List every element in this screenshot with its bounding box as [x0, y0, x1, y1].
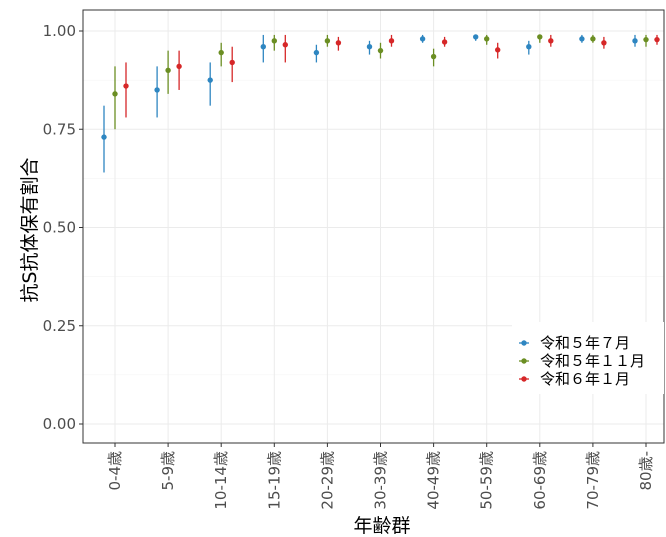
data-marks — [101, 34, 660, 173]
data-point — [654, 36, 660, 43]
y-tick-label: 0.50 — [43, 219, 76, 237]
data-point — [632, 38, 638, 44]
data-point — [165, 67, 171, 74]
data-point — [112, 91, 118, 97]
legend-label: 令和５年７月 — [540, 334, 630, 352]
data-point — [366, 44, 373, 50]
data-point — [282, 42, 288, 48]
data-point — [377, 47, 384, 54]
data-point — [430, 53, 437, 60]
data-point — [229, 59, 235, 66]
x-tick-label: 0-4歳 — [106, 451, 124, 491]
data-point — [324, 38, 331, 44]
data-point — [218, 49, 224, 56]
data-point — [207, 77, 213, 83]
x-tick-label: 20-29歳 — [318, 451, 336, 510]
y-tick-label: 0.25 — [43, 317, 76, 335]
x-tick-label: 15-19歳 — [265, 451, 283, 510]
data-point — [526, 44, 532, 50]
x-tick-label: 40-49歳 — [425, 451, 443, 510]
y-tick-label: 1.00 — [43, 22, 76, 40]
legend-background — [512, 322, 664, 394]
data-point — [579, 36, 585, 42]
data-point — [313, 49, 320, 56]
data-point — [260, 44, 266, 50]
x-tick-label: 30-39歳 — [372, 451, 390, 510]
y-tick-label: 0.75 — [43, 120, 76, 138]
data-point — [101, 134, 107, 140]
data-point — [123, 83, 129, 89]
legend-key-point — [521, 358, 527, 364]
legend-key-point — [521, 376, 527, 382]
data-point — [441, 39, 448, 45]
x-tick-label: 80歳- — [637, 451, 655, 491]
data-point — [154, 87, 160, 93]
y-tick-label: 0.00 — [43, 415, 76, 433]
y-axis-title: 抗S抗体保有割合 — [19, 157, 41, 302]
x-tick-label: 10-14歳 — [212, 451, 230, 510]
data-point — [335, 40, 342, 46]
plot-panel-border — [82, 9, 665, 444]
legend-key-point — [521, 340, 527, 346]
data-point — [176, 63, 182, 70]
axes: 0.00 0.25 0.50 0.75 1.00 0-4歳 5-9歳 10-14歳 15-19歳… — [43, 22, 655, 510]
data-point — [495, 47, 501, 53]
x-tick-label: 60-69歳 — [531, 451, 549, 510]
data-point — [548, 38, 554, 44]
x-tick-label: 50-59歳 — [478, 451, 496, 510]
legend-label: 令和６年１月 — [540, 370, 630, 388]
legend-label: 令和５年１１月 — [540, 352, 645, 370]
data-point — [537, 34, 543, 40]
x-axis-title: 年齢群 — [353, 515, 410, 537]
data-point — [590, 36, 596, 42]
data-point — [419, 36, 426, 42]
data-point — [271, 38, 277, 44]
data-point — [643, 36, 649, 43]
data-point — [484, 36, 490, 42]
data-point — [473, 34, 479, 40]
x-tick-label: 70-79歳 — [584, 451, 602, 510]
data-point — [601, 40, 607, 46]
x-tick-label: 5-9歳 — [159, 451, 177, 491]
data-point — [388, 38, 395, 44]
